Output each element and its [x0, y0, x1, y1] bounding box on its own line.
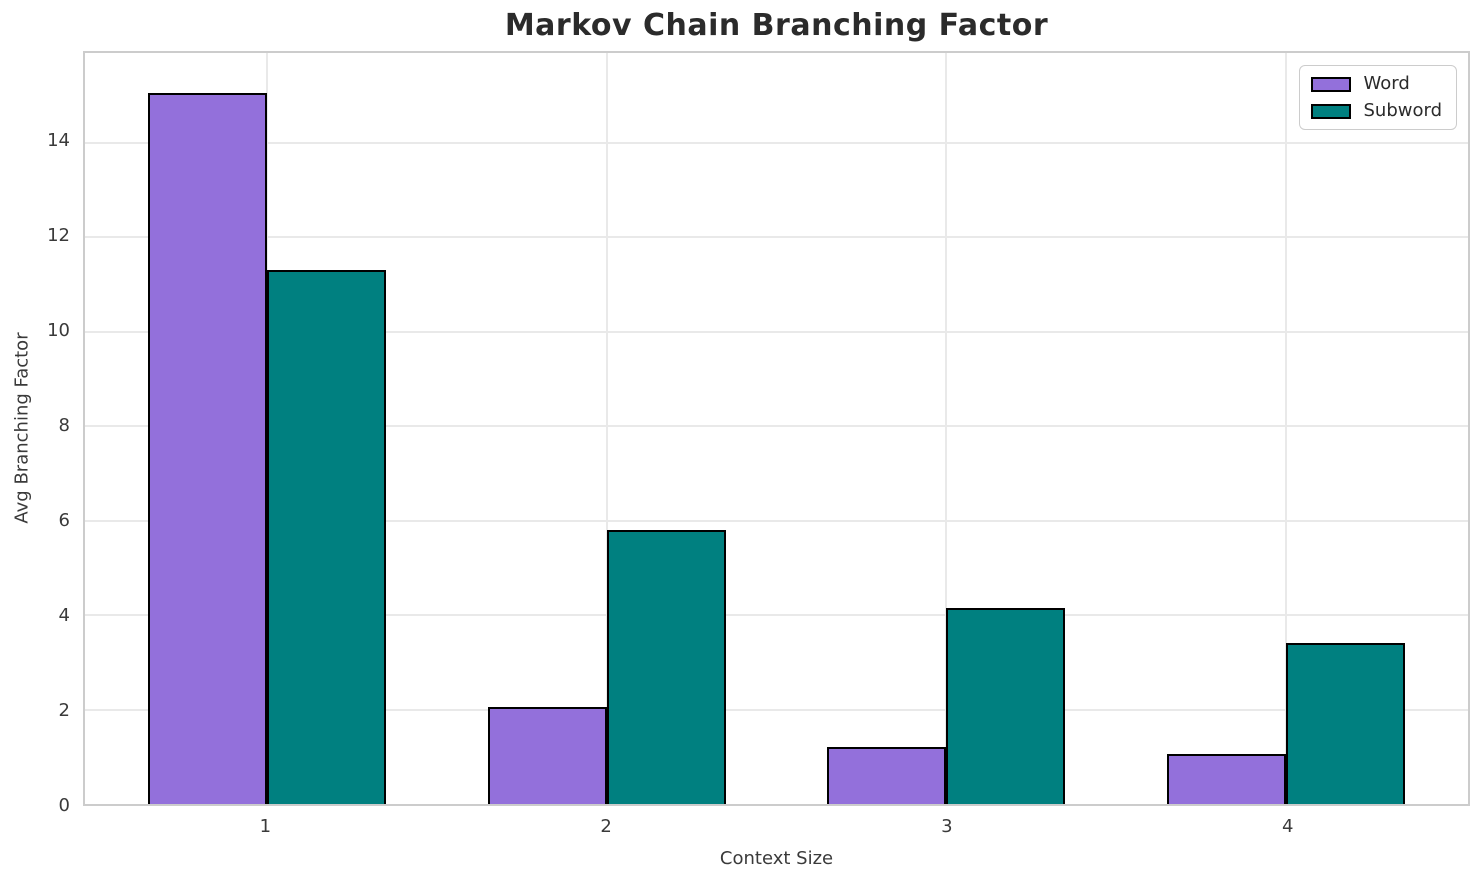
x-axis-label: Context Size [719, 848, 834, 869]
bar-word-1 [147, 93, 267, 804]
legend: Word Subword [1299, 65, 1457, 130]
h-gridline-4 [85, 614, 1468, 617]
y-axis-ticks: 0 2 4 6 8 10 12 14 [0, 51, 70, 815]
ytick-label-8: 8 [58, 415, 70, 437]
bar-subword-3 [946, 607, 1066, 804]
bar-subword-1 [266, 270, 386, 804]
bar-subword-2 [606, 530, 726, 804]
chart-title: Markov Chain Branching Factor [504, 8, 1049, 43]
plot-area: Word Subword [83, 51, 1470, 806]
legend-swatch-word [1311, 76, 1352, 92]
h-gridline-6 [85, 519, 1468, 522]
bar-word-2 [487, 707, 607, 804]
v-gridline-3 [945, 53, 948, 804]
h-gridline-2 [85, 708, 1468, 711]
xtick-label-4: 4 [1281, 816, 1294, 837]
ytick-label-0: 0 [58, 795, 70, 816]
v-gridline-2 [605, 53, 608, 804]
x-axis-ticks: 1 2 3 4 [83, 818, 1470, 842]
legend-item-subword: Subword [1311, 102, 1442, 120]
xtick-label-3: 3 [941, 816, 953, 837]
h-gridline-14 [85, 141, 1468, 144]
xtick-label-2: 2 [600, 816, 612, 837]
bar-word-3 [827, 747, 947, 804]
legend-swatch-subword [1311, 103, 1352, 119]
v-gridline-4 [1285, 53, 1288, 804]
xtick-label-1: 1 [259, 816, 272, 837]
legend-label-word: Word [1363, 73, 1410, 94]
bar-subword-4 [1286, 643, 1406, 804]
ytick-label-10: 10 [47, 320, 70, 342]
h-gridline-10 [85, 330, 1468, 333]
h-gridline-8 [85, 425, 1468, 428]
ytick-label-2: 2 [58, 700, 70, 722]
bar-word-4 [1167, 754, 1287, 804]
legend-label-subword: Subword [1363, 100, 1442, 121]
ytick-label-4: 4 [58, 605, 70, 627]
h-gridline-12 [85, 236, 1468, 239]
legend-item-word: Word [1311, 75, 1442, 93]
ytick-label-12: 12 [47, 225, 70, 247]
ytick-label-14: 14 [47, 130, 70, 152]
ytick-label-6: 6 [58, 510, 70, 532]
